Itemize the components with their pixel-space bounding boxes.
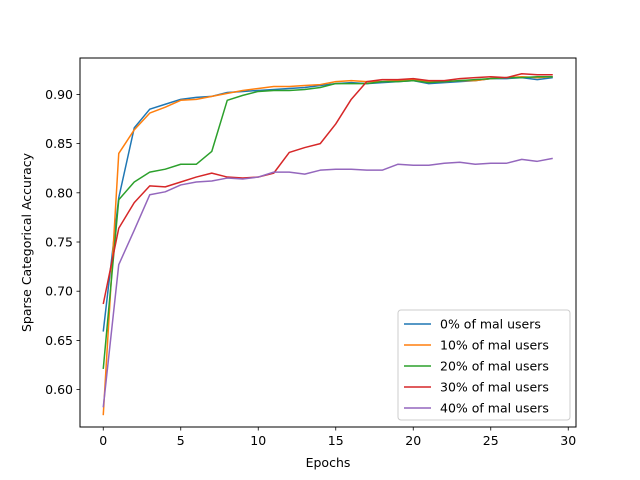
y-tick-label: 0.85: [45, 136, 73, 151]
series-line-3: [102, 72, 553, 305]
x-tick-label: 20: [405, 433, 421, 448]
x-axis-label: Epochs: [306, 455, 351, 470]
legend-label-2: 20% of mal users: [440, 359, 549, 374]
series-line-1: [102, 75, 553, 416]
legend: 0% of mal users 10% of mal users 20% of ma…: [397, 309, 571, 421]
x-tick-label: 10: [250, 433, 266, 448]
legend-box: [397, 309, 571, 421]
y-tick-label: 0.70: [45, 284, 73, 299]
x-tick-label: 5: [177, 433, 185, 448]
legend-label-4: 40% of mal users: [440, 401, 549, 416]
x-axis-ticks: 0 5 10 15 20 25 30: [99, 427, 576, 448]
x-tick-label: 15: [328, 433, 344, 448]
y-tick-label: 0.80: [45, 185, 73, 200]
legend-label-0: 0% of mal users: [440, 317, 541, 332]
y-axis-label: Sparse Categorical Accuracy: [19, 152, 34, 332]
axes-frame: [79, 57, 577, 428]
x-tick-label: 30: [560, 433, 576, 448]
y-axis-ticks: 0.60 0.65 0.70 0.75 0.80 0.85 0.90: [45, 87, 80, 397]
y-tick-label: 0.90: [45, 87, 73, 102]
legend-label-3: 30% of mal users: [440, 380, 549, 395]
y-tick-label: 0.75: [45, 235, 73, 250]
x-tick-label: 25: [483, 433, 499, 448]
series-line-4: [102, 157, 553, 408]
plot-lines: [102, 72, 553, 416]
y-tick-label: 0.65: [45, 333, 73, 348]
x-tick-label: 0: [99, 433, 107, 448]
series-line-0: [102, 76, 553, 332]
y-tick-label: 0.60: [45, 382, 73, 397]
legend-label-1: 10% of mal users: [440, 338, 549, 353]
series-line-2: [102, 75, 553, 370]
